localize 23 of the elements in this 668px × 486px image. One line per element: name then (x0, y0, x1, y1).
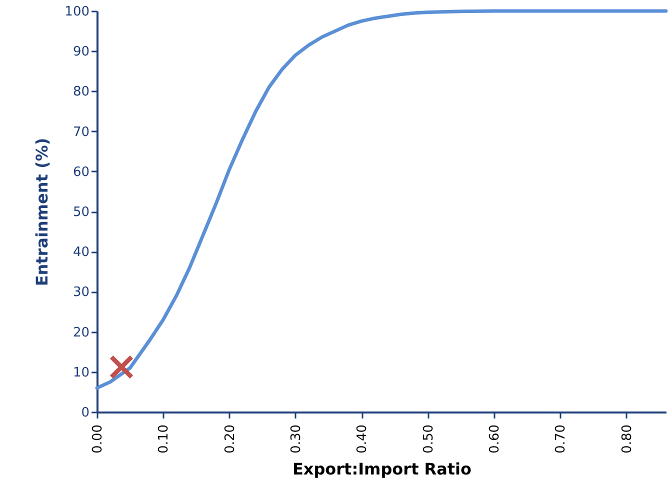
x-tick-label: 0.20 (222, 424, 238, 454)
y-tick-label: 80 (72, 84, 90, 100)
x-axis-title: Export:Import Ratio (292, 459, 472, 478)
y-tick-label: 90 (72, 44, 90, 60)
x-tick-label: 0.80 (620, 424, 635, 454)
line-series (95, 9, 668, 390)
y-tick-label: 30 (72, 285, 90, 300)
y-tick-label: 0 (81, 406, 90, 420)
x-tick-label: 0.10 (156, 424, 172, 454)
x-tick-label: 0.70 (554, 424, 569, 454)
x-tick-label: 0.00 (90, 424, 106, 454)
x-tick-label: 0.40 (355, 424, 370, 454)
y-axis-title: Entrainment (%) (32, 138, 52, 286)
x-tick-label: 0.30 (288, 424, 304, 454)
y-tick-label: 60 (72, 164, 90, 180)
x-tick-label: 0.50 (421, 424, 436, 454)
y-tick-label: 40 (72, 245, 90, 260)
y-tick-label: 10 (72, 365, 90, 380)
y-tick-label: 70 (72, 124, 90, 140)
y-tick-label: 50 (72, 205, 90, 220)
x-tick-label: 0.60 (487, 424, 502, 454)
y-tick-label: 100 (64, 4, 90, 20)
y-tick-label: 20 (72, 325, 90, 340)
